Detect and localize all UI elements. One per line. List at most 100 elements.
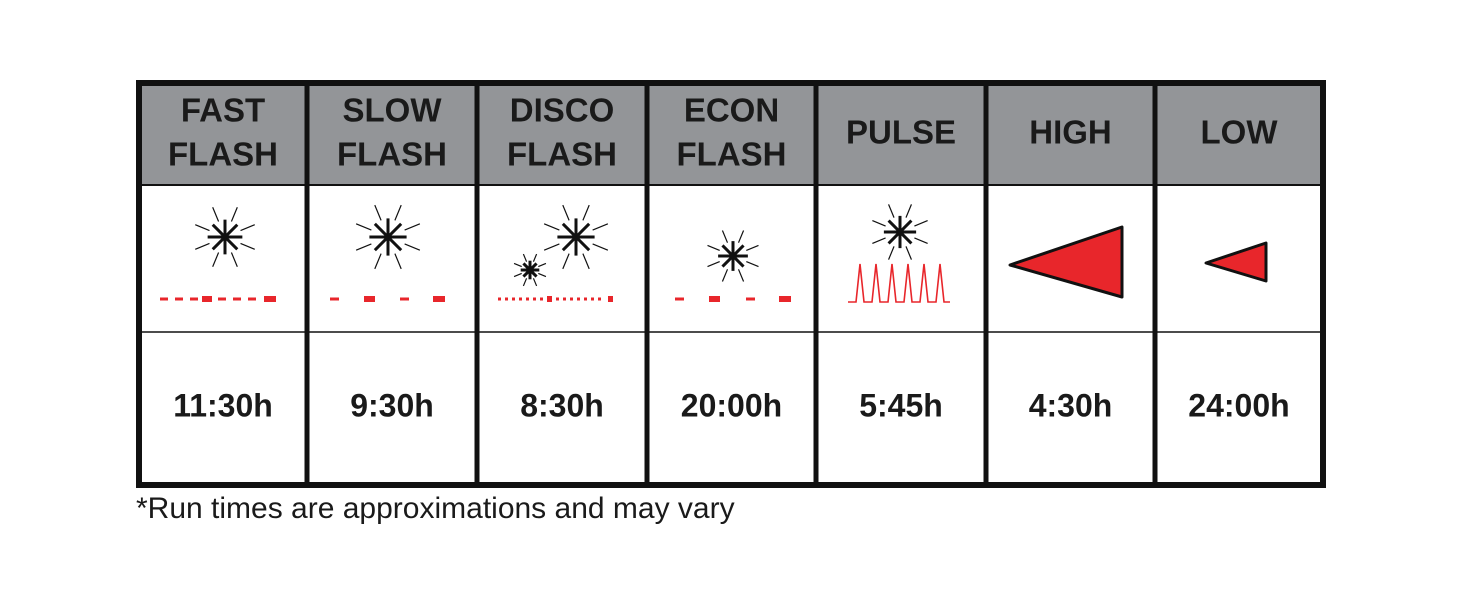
starburst-icon [195, 207, 255, 267]
star-ray [230, 207, 238, 222]
flash-dash [264, 296, 276, 302]
starburst-icon [513, 253, 547, 287]
flash-dash [675, 297, 684, 301]
star-ray [872, 237, 886, 244]
runtime-label: 9:30h [350, 387, 434, 423]
starburst-icon [355, 204, 421, 270]
star-ray [355, 223, 372, 231]
flash-dash [608, 296, 613, 302]
flash-dash [218, 297, 226, 301]
star-ray [905, 204, 912, 218]
star-ray [404, 223, 421, 231]
star-ray [522, 278, 528, 287]
mode-label: LOW [1201, 114, 1279, 151]
runtime-label: 20:00h [681, 387, 782, 423]
star-ray [522, 253, 528, 262]
starburst-icon [707, 230, 759, 282]
star-ray [914, 220, 928, 227]
star-ray [212, 252, 220, 267]
star-ray [513, 262, 522, 268]
mode-label: SLOW [343, 92, 443, 129]
mode-label: FLASH [677, 136, 787, 173]
star-ray [374, 253, 382, 270]
flash-dash [248, 297, 256, 301]
runtime-label: 24:00h [1188, 387, 1289, 423]
star-ray [905, 246, 912, 260]
star-ray [404, 243, 421, 251]
flash-dash [519, 297, 522, 301]
star-ray [737, 269, 745, 282]
star-ray [721, 269, 729, 282]
star-ray [212, 207, 220, 222]
runtime-label: 5:45h [859, 387, 943, 423]
flash-dash [505, 297, 508, 301]
star-ray [195, 224, 210, 232]
star-ray [562, 204, 570, 221]
flash-dash [202, 296, 212, 302]
flash-dash [512, 297, 515, 301]
high-beam-icon [1008, 225, 1124, 299]
flash-dash [330, 297, 339, 301]
flash-dash [547, 296, 552, 302]
star-ray [888, 246, 895, 260]
low-beam-icon [1204, 241, 1268, 283]
star-arm [721, 244, 745, 268]
runtime-label: 4:30h [1029, 387, 1113, 423]
star-arm [522, 262, 538, 278]
star-ray [707, 260, 720, 268]
flash-dash [598, 297, 601, 301]
star-ray [543, 223, 560, 231]
star-ray [582, 253, 590, 270]
header-background [139, 83, 1323, 185]
flash-dash [160, 297, 168, 301]
flash-dash [709, 296, 720, 302]
mode-label: FLASH [337, 136, 447, 173]
runtime-label: 11:30h [173, 387, 273, 423]
flash-dash [400, 297, 409, 301]
mode-label: FAST [181, 92, 265, 129]
star-ray [195, 242, 210, 250]
star-ray [746, 260, 759, 268]
flash-dash [190, 297, 198, 301]
flash-dash [779, 296, 791, 302]
star-ray [374, 204, 382, 221]
starburst-icon [872, 204, 928, 260]
star-ray [737, 230, 745, 243]
mode-label: FLASH [168, 136, 278, 173]
star-ray [914, 237, 928, 244]
mode-label: HIGH [1029, 114, 1112, 151]
star-ray [592, 223, 609, 231]
star-ray [394, 204, 402, 221]
star-ray [543, 243, 560, 251]
flash-dash [364, 296, 375, 302]
star-ray [394, 253, 402, 270]
star-arm [373, 222, 403, 252]
star-ray [707, 244, 720, 252]
flash-dash [563, 297, 566, 301]
star-ray [872, 220, 886, 227]
flash-dash [175, 297, 183, 301]
flash-dash [233, 297, 241, 301]
flash-dash [498, 297, 501, 301]
star-ray [240, 224, 255, 232]
flash-dash [584, 297, 587, 301]
star-ray [230, 252, 238, 267]
table-border [136, 80, 1326, 488]
star-arm [561, 222, 591, 252]
flash-dash [577, 297, 580, 301]
star-ray [592, 243, 609, 251]
mode-label: DISCO [510, 92, 615, 129]
star-ray [538, 272, 547, 278]
flash-dash [526, 297, 529, 301]
star-ray [532, 278, 538, 287]
star-arm [211, 223, 239, 251]
mode-label: PULSE [846, 114, 956, 151]
star-ray [532, 253, 538, 262]
flash-dash [533, 297, 536, 301]
star-ray [562, 253, 570, 270]
footnote: *Run times are approximations and may va… [136, 492, 735, 525]
flash-dash [556, 297, 559, 301]
flash-dash [746, 297, 755, 301]
